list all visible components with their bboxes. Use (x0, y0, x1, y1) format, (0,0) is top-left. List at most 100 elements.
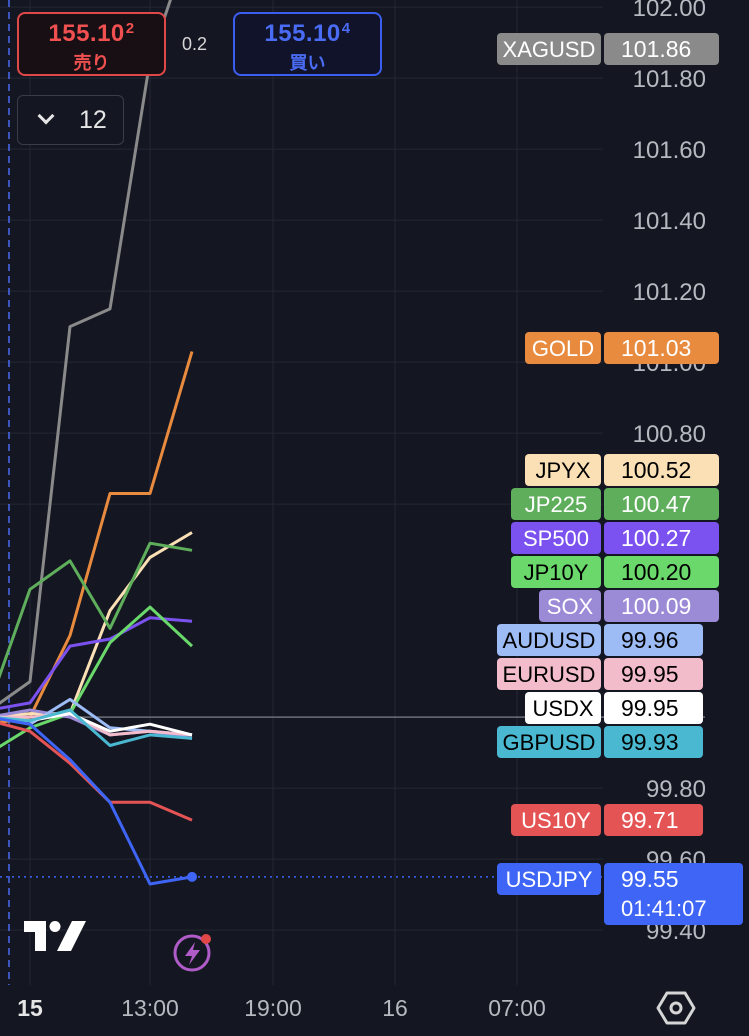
series-last-value: 99.71 (621, 807, 679, 833)
sell-label: 売り (73, 53, 110, 73)
sell-price: 155.102 (48, 20, 135, 47)
series-label-gold[interactable]: GOLD 101.03 (525, 332, 719, 364)
x-axis-ticks: 15 13:00 19:00 16 07:00 (17, 995, 546, 1021)
y-tick-label: 101.40 (633, 208, 706, 235)
settings-hexagon-icon[interactable] (656, 988, 696, 1028)
spread-value: 0.2 (182, 34, 208, 54)
series-last-value: 100.47 (621, 491, 691, 517)
y-tick-label: 101.80 (633, 66, 706, 93)
x-tick-label: 13:00 (121, 995, 179, 1021)
series-name-badge (539, 590, 601, 622)
series-line-jpyx[interactable] (0, 531, 193, 718)
series-name: AUDUSD (503, 628, 596, 653)
series-label-jpyx[interactable]: JPYX 100.52 (525, 454, 719, 486)
series-line-eurusd[interactable] (0, 712, 193, 737)
series-value-badge (604, 332, 719, 364)
series-label-gbpusd[interactable]: GBPUSD 99.93 (497, 726, 703, 758)
series-name: US10Y (521, 808, 591, 833)
series-value-badge (604, 556, 719, 588)
series-name: SP500 (523, 526, 589, 551)
series-name-badge (511, 488, 601, 520)
x-tick-label: 07:00 (488, 995, 546, 1021)
quantity-selector[interactable]: 12 (17, 95, 124, 145)
y-tick-label: 101.60 (633, 137, 706, 164)
series-label-jp225[interactable]: JP225 100.47 (511, 488, 719, 520)
chart-series (0, 0, 603, 886)
series-last-value: 101.86 (621, 36, 691, 62)
series-last-value: 100.52 (621, 457, 691, 483)
series-name: JP225 (525, 492, 587, 517)
x-tick-label: 16 (382, 995, 408, 1021)
buy-price: 155.104 (264, 20, 351, 47)
bar-countdown: 01:41:07 (621, 896, 707, 921)
series-label-us10y[interactable]: US10Y 99.71 (511, 804, 703, 836)
series-name-badge (511, 556, 601, 588)
series-last-value: 99.95 (621, 695, 679, 721)
x-tick-label: 15 (17, 995, 43, 1021)
series-name-badge (525, 332, 601, 364)
series-value-badge (604, 522, 719, 554)
series-name: USDJPY (506, 867, 593, 892)
series-value-badge (604, 658, 703, 690)
series-value-badge (604, 863, 743, 925)
series-line-gbpusd[interactable] (0, 708, 193, 747)
series-value-badge (604, 804, 703, 836)
series-last-value: 100.20 (621, 559, 691, 585)
series-name: USDX (532, 696, 593, 721)
series-name-badge (497, 726, 601, 758)
series-name-badge (525, 692, 601, 724)
series-value-badge (604, 488, 719, 520)
series-last-value: 99.95 (621, 661, 679, 687)
buy-label: 買い (289, 53, 326, 73)
sell-button[interactable]: 155.102 売り (17, 12, 166, 76)
series-label-eurusd[interactable]: EURUSD 99.95 (497, 658, 703, 690)
series-name-badge (497, 624, 601, 656)
y-tick-label: 101.20 (633, 279, 706, 306)
series-line-jp10y[interactable] (0, 605, 194, 753)
series-last-value: 99.55 (621, 866, 679, 892)
series-name: GBPUSD (503, 730, 596, 755)
series-name-badge (525, 454, 601, 486)
series-last-value: 100.09 (621, 593, 691, 619)
series-name-badge (511, 522, 601, 554)
series-line-usdjpy[interactable] (0, 717, 193, 886)
series-name: JPYX (535, 458, 590, 483)
series-name: SOX (547, 594, 594, 619)
y-tick-label: 100.80 (633, 421, 706, 448)
series-last-value: 99.96 (621, 627, 679, 653)
series-name: EURUSD (503, 662, 596, 687)
series-line-sp500[interactable] (0, 616, 193, 710)
series-name: JP10Y (524, 560, 589, 585)
series-label-xagusd[interactable]: XAGUSD 101.86 (497, 33, 719, 65)
series-name-badge (511, 804, 601, 836)
series-name-badge (497, 658, 601, 690)
current-price-dot (187, 871, 197, 882)
lightning-bolt-icon[interactable] (171, 931, 215, 975)
y-tick-label: 99.80 (646, 776, 706, 803)
series-name: XAGUSD (503, 37, 596, 62)
chevron-down-icon (37, 107, 55, 125)
series-label-sp500[interactable]: SP500 100.27 (511, 522, 719, 554)
series-name-badge (497, 863, 601, 895)
buy-button[interactable]: 155.104 買い (233, 12, 382, 76)
series-name: GOLD (532, 336, 594, 361)
series-label-usdjpy[interactable]: USDJPY 99.55 01:41:07 (497, 863, 743, 925)
series-value-badge (604, 726, 703, 758)
series-label-jp10y[interactable]: JP10Y 100.20 (511, 556, 719, 588)
series-last-value: 99.93 (621, 729, 679, 755)
y-tick-label: 102.00 (633, 0, 706, 22)
tradingview-logo-icon (24, 921, 86, 951)
series-name-badge (497, 33, 601, 65)
series-line-jp225[interactable] (0, 541, 193, 703)
quantity-value: 12 (79, 106, 107, 134)
series-value-badge (604, 624, 703, 656)
series-label-sox[interactable]: SOX 100.09 (539, 590, 719, 622)
series-value-badge (604, 590, 719, 622)
series-label-audusd[interactable]: AUDUSD 99.96 (497, 624, 703, 656)
series-value-badge (604, 692, 703, 724)
series-last-value: 101.03 (621, 335, 691, 361)
series-label-usdx[interactable]: USDX 99.95 (525, 692, 703, 724)
x-tick-label: 19:00 (244, 995, 302, 1021)
series-last-value-labels: XAGUSD 101.86 GOLD 101.03 JPYX 100.52 JP225 100… (497, 33, 743, 925)
